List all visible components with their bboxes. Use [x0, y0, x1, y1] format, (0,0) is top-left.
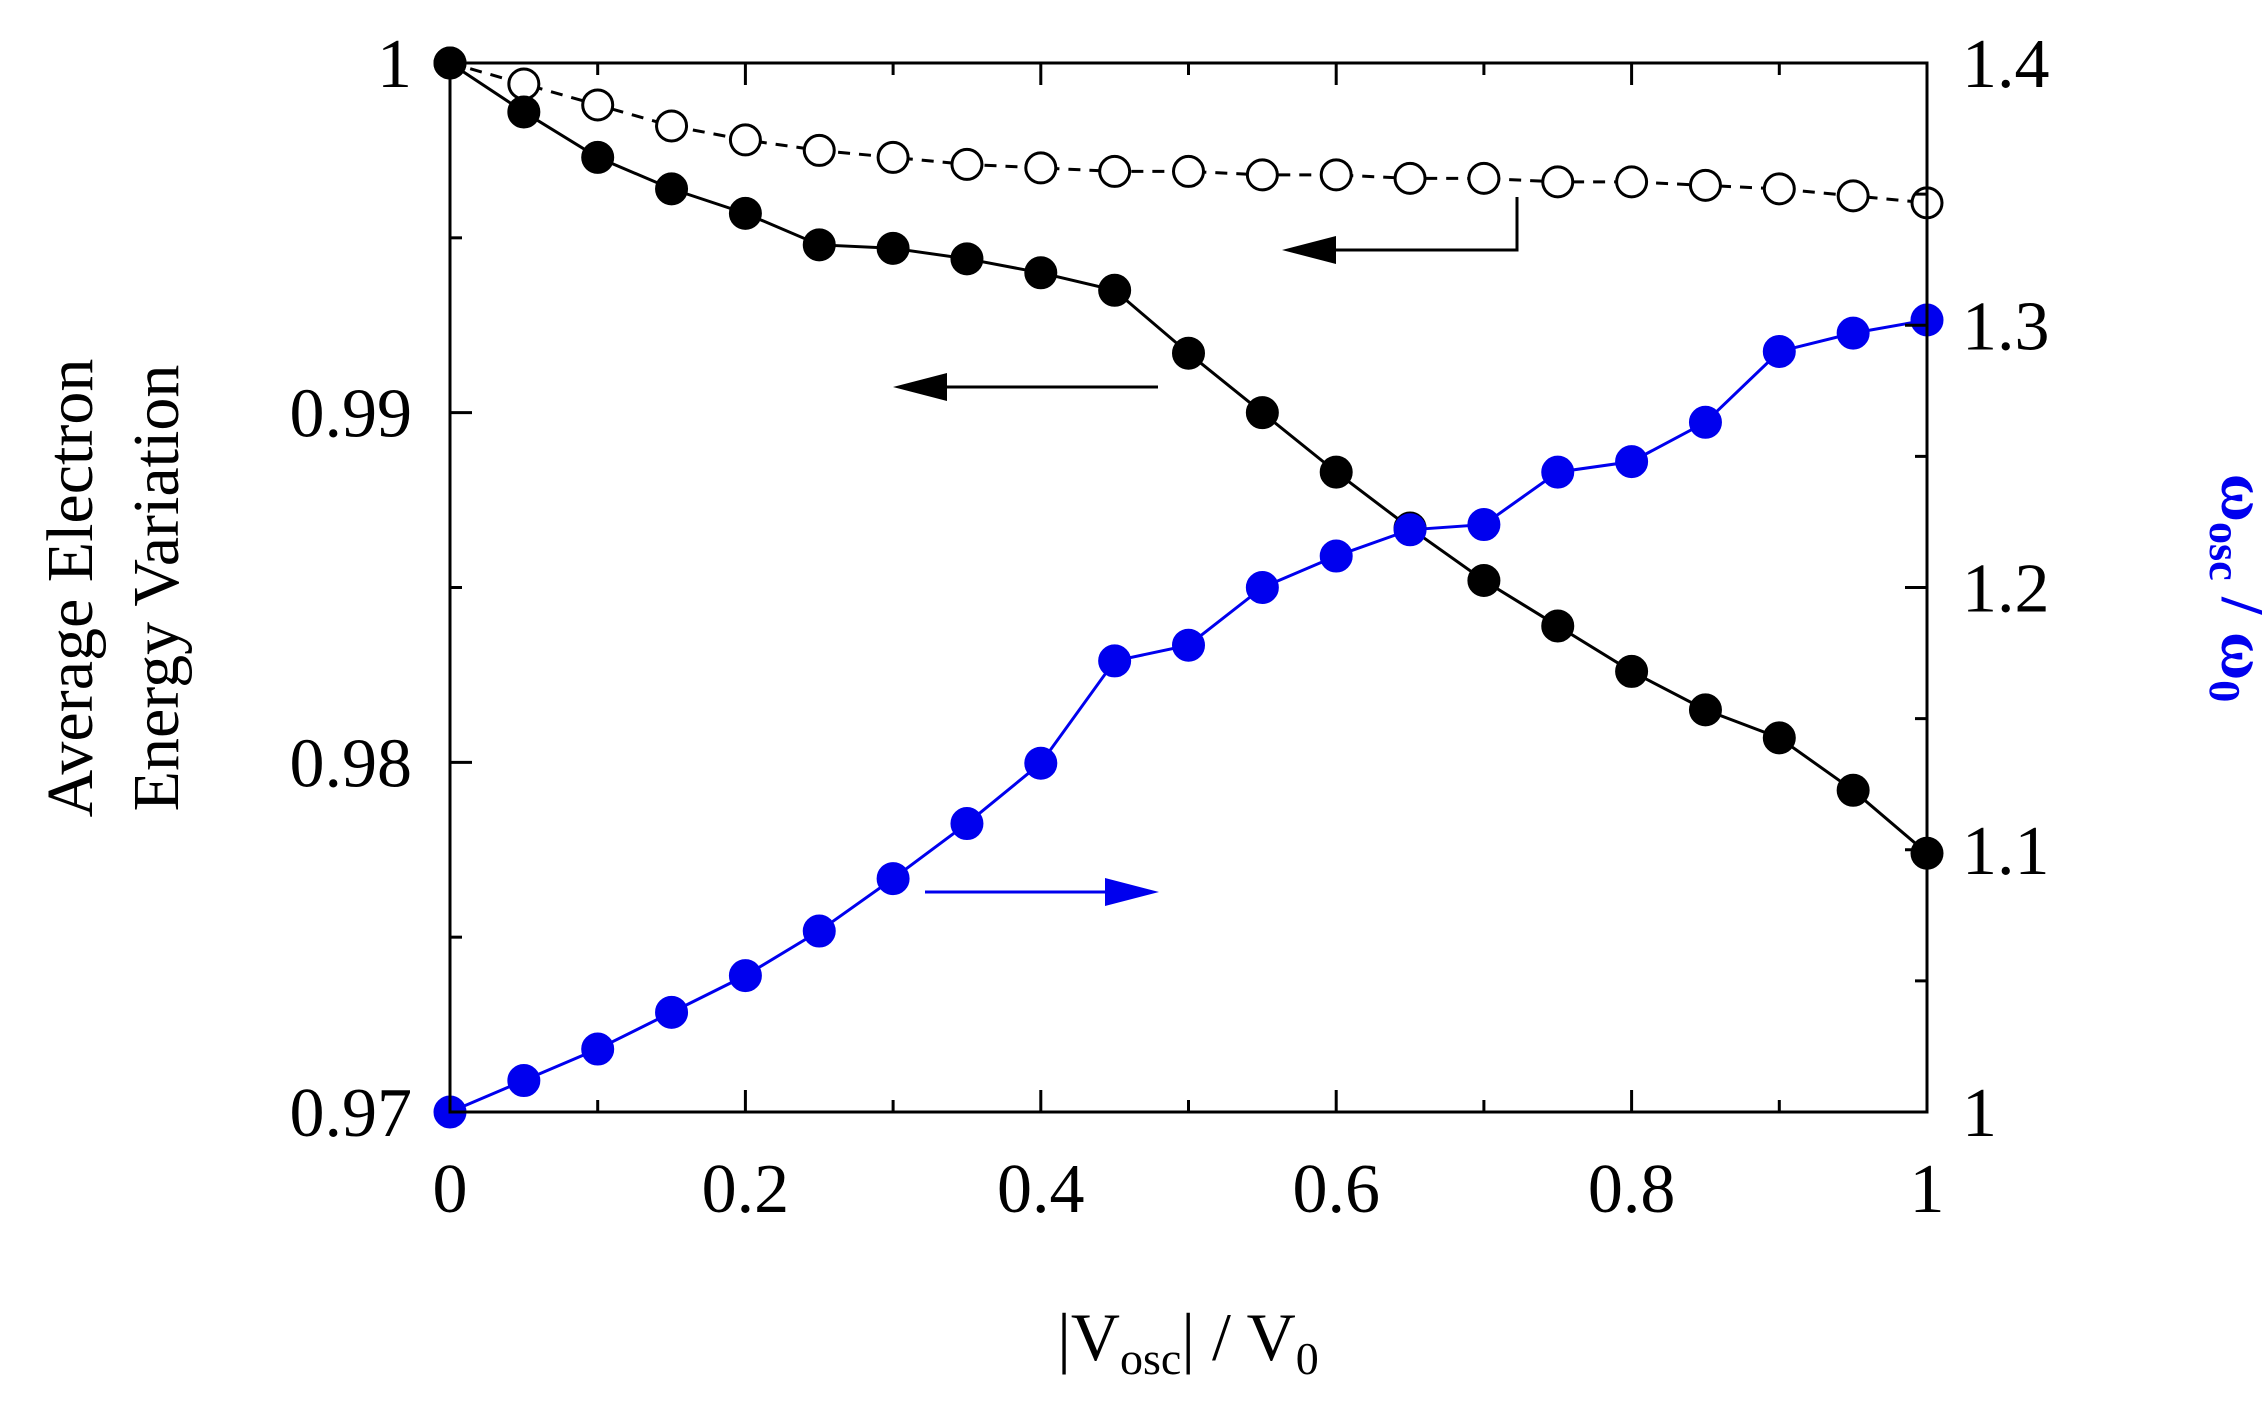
series-0-point-19 — [1836, 179, 1870, 213]
series-2-point-14 — [1467, 508, 1501, 542]
series-0-point-1 — [507, 67, 541, 101]
y-left-tick-label: 0.98 — [290, 725, 413, 802]
series-1-point-4 — [728, 196, 762, 230]
series-2-point-12 — [1319, 539, 1353, 573]
annotation-arrows — [893, 197, 1519, 906]
y-right-tick-label: 1 — [1962, 1075, 1997, 1152]
series-1-point-9 — [1098, 273, 1132, 307]
series-0-point-17 — [1688, 168, 1722, 202]
series-1-point-18 — [1762, 721, 1796, 755]
series-0-point-4 — [728, 123, 762, 157]
series-2-point-5 — [802, 914, 836, 948]
series-0-point-3 — [655, 109, 689, 143]
series-2-point-2 — [581, 1032, 615, 1066]
series-0-point-13 — [1393, 161, 1427, 195]
y-axis-label-right: ωosc / ω0 — [2200, 474, 2262, 703]
arrow-left-open-series — [1282, 197, 1519, 264]
series-2-point-1 — [507, 1064, 541, 1098]
x-tick-label: 1 — [1910, 1151, 1945, 1228]
series-1-point-1 — [507, 95, 541, 129]
series-1-point-16 — [1615, 654, 1649, 688]
series-2-point-10 — [1172, 628, 1205, 662]
series-1-point-19 — [1836, 773, 1870, 807]
plot-frame — [448, 61, 1929, 1114]
series-0-point-11 — [1245, 158, 1279, 192]
series-0-point-6 — [876, 140, 910, 174]
series-1-point-2 — [581, 140, 615, 174]
series-line-0 — [449, 61, 1928, 205]
series-0-point-12 — [1319, 158, 1353, 192]
series-0-point-5 — [802, 133, 836, 167]
series-0-point-18 — [1762, 172, 1796, 206]
series-markers — [433, 46, 1944, 1129]
series-2-point-13 — [1393, 513, 1427, 547]
series-0-point-7 — [950, 147, 984, 181]
series-1-point-11 — [1245, 396, 1279, 430]
series-2-point-17 — [1688, 405, 1722, 439]
series-2-point-16 — [1615, 445, 1649, 479]
series-0-point-15 — [1541, 165, 1575, 199]
series-0-point-9 — [1098, 154, 1132, 188]
series-0-point-14 — [1467, 161, 1501, 195]
series-2-point-6 — [876, 862, 910, 896]
x-tick-label: 0.2 — [702, 1151, 790, 1228]
series-1-point-17 — [1688, 693, 1722, 727]
series-lines — [449, 61, 1928, 1114]
y-left-tick-label: 1 — [377, 26, 412, 103]
y-right-tick-label: 1.2 — [1962, 551, 2050, 628]
series-0-point-8 — [1024, 151, 1058, 185]
series-1-point-14 — [1467, 564, 1501, 598]
series-1-point-8 — [1024, 256, 1058, 290]
series-1-point-5 — [802, 228, 836, 262]
y-axis-label-left-line2: Energy Variation — [120, 365, 193, 812]
series-2-point-4 — [728, 959, 762, 993]
y-axis-label-left-line1: Average Electron — [34, 359, 107, 818]
y-left-tick-label: 0.97 — [290, 1075, 413, 1152]
y-left-tick-label: 0.99 — [290, 376, 413, 453]
x-axis-label: |Vosc| / V0 — [1057, 1299, 1318, 1384]
series-2-point-9 — [1098, 644, 1132, 678]
series-2-point-19 — [1836, 316, 1870, 350]
axis-ticks — [448, 61, 1929, 1114]
series-1-point-12 — [1319, 455, 1353, 489]
series-2-point-11 — [1245, 571, 1279, 604]
series-1-point-6 — [876, 231, 910, 265]
series-2-point-15 — [1541, 455, 1575, 489]
series-1-point-15 — [1541, 609, 1575, 643]
series-1-point-3 — [655, 172, 689, 206]
x-tick-label: 0.6 — [1292, 1151, 1380, 1228]
series-0-point-2 — [581, 88, 615, 122]
series-0-point-10 — [1172, 154, 1205, 188]
series-2-point-18 — [1762, 334, 1796, 368]
arrow-left-filled-series — [893, 373, 1158, 401]
series-2-point-8 — [1024, 746, 1058, 780]
x-tick-label: 0.8 — [1588, 1151, 1676, 1228]
x-tick-label: 0 — [433, 1151, 468, 1228]
series-2-point-3 — [655, 995, 689, 1029]
series-1-point-7 — [950, 242, 984, 276]
arrow-right-frequency-series — [925, 878, 1159, 906]
series-0-point-16 — [1615, 165, 1649, 199]
y-right-tick-label: 1.4 — [1962, 26, 2050, 103]
x-tick-label: 0.4 — [997, 1151, 1085, 1228]
series-2-point-7 — [950, 807, 984, 841]
y-right-tick-label: 1.1 — [1962, 813, 2050, 890]
series-1-point-10 — [1172, 336, 1205, 370]
y-right-tick-label: 1.3 — [1962, 288, 2050, 365]
